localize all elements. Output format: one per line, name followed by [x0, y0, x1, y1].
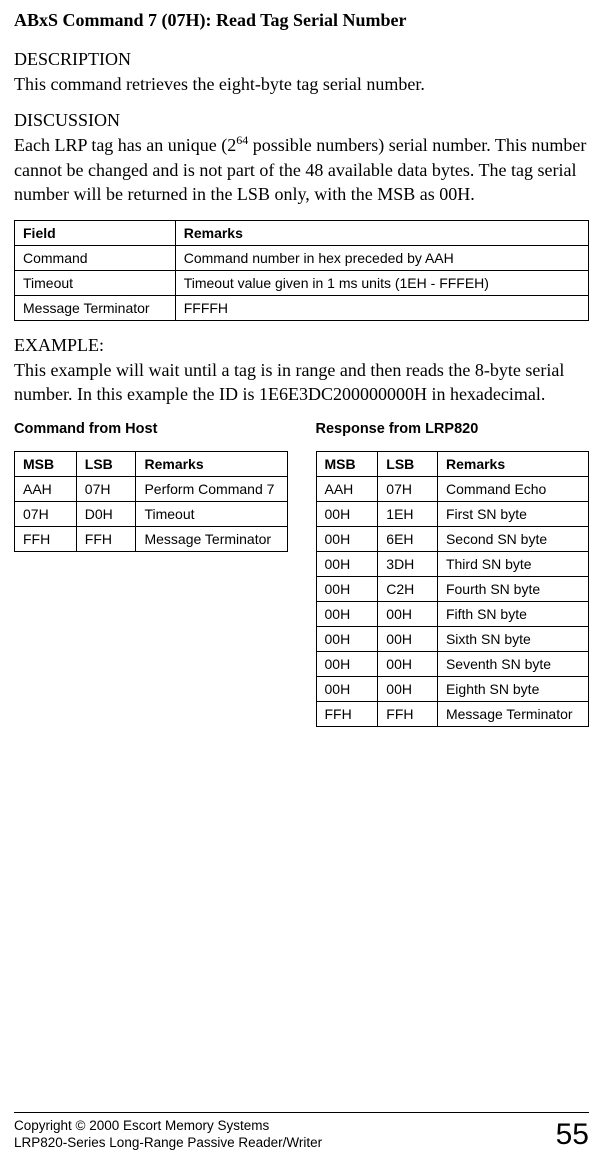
table-row: AAH 07H Perform Command 7	[15, 476, 288, 501]
field-header-remarks: Remarks	[175, 221, 588, 246]
host-table: MSB LSB Remarks AAH 07H Perform Command …	[14, 451, 288, 552]
response-table-caption: Response from LRP820	[316, 421, 590, 437]
remarks-cell: Timeout value given in 1 ms units (1EH -…	[175, 271, 588, 296]
table-row: 00H 00H Eighth SN byte	[316, 676, 589, 701]
field-header-field: Field	[15, 221, 176, 246]
remarks-cell: Command number in hex preceded by AAH	[175, 246, 588, 271]
discussion-text: Each LRP tag has an unique (264 possible…	[14, 133, 589, 206]
table-row: 00H 00H Fifth SN byte	[316, 601, 589, 626]
cell-lsb: FFH	[76, 526, 136, 551]
cell-lsb: 07H	[378, 476, 438, 501]
cell-remarks: Command Echo	[437, 476, 588, 501]
cell-msb: AAH	[316, 476, 378, 501]
cell-lsb: 00H	[378, 626, 438, 651]
discussion-heading: DISCUSSION	[14, 110, 589, 131]
cell-remarks: Seventh SN byte	[437, 651, 588, 676]
cell-msb: 07H	[15, 501, 77, 526]
table-row: 00H 00H Seventh SN byte	[316, 651, 589, 676]
host-header-msb: MSB	[15, 451, 77, 476]
page-container: ABxS Command 7 (07H): Read Tag Serial Nu…	[0, 0, 603, 1162]
table-row: FFH FFH Message Terminator	[15, 526, 288, 551]
cell-msb: 00H	[316, 551, 378, 576]
table-row: Command Command number in hex preceded b…	[15, 246, 589, 271]
table-row: Timeout Timeout value given in 1 ms unit…	[15, 271, 589, 296]
cell-remarks: Message Terminator	[437, 701, 588, 726]
footer-product: LRP820-Series Long-Range Passive Reader/…	[14, 1134, 322, 1152]
footer-copyright: Copyright © 2000 Escort Memory Systems	[14, 1117, 322, 1135]
cell-lsb: 1EH	[378, 501, 438, 526]
resp-header-msb: MSB	[316, 451, 378, 476]
cell-lsb: 3DH	[378, 551, 438, 576]
cell-msb: 00H	[316, 576, 378, 601]
cell-lsb: 00H	[378, 676, 438, 701]
cell-msb: 00H	[316, 626, 378, 651]
cell-msb: 00H	[316, 526, 378, 551]
host-table-caption: Command from Host	[14, 421, 288, 437]
footer-left: Copyright © 2000 Escort Memory Systems L…	[14, 1117, 322, 1152]
cell-msb: 00H	[316, 501, 378, 526]
cell-remarks: Timeout	[136, 501, 287, 526]
cell-remarks: Fourth SN byte	[437, 576, 588, 601]
description-text: This command retrieves the eight-byte ta…	[14, 72, 589, 96]
cell-remarks: First SN byte	[437, 501, 588, 526]
cell-lsb: 00H	[378, 651, 438, 676]
table-row: 00H 3DH Third SN byte	[316, 551, 589, 576]
resp-header-lsb: LSB	[378, 451, 438, 476]
response-table-block: Response from LRP820 MSB LSB Remarks AAH…	[316, 421, 590, 727]
cell-lsb: C2H	[378, 576, 438, 601]
cell-remarks: Perform Command 7	[136, 476, 287, 501]
field-table-header-row: Field Remarks	[15, 221, 589, 246]
cell-msb: 00H	[316, 676, 378, 701]
remarks-cell: FFFFH	[175, 296, 588, 321]
footer-page-number: 55	[556, 1118, 589, 1152]
table-row: FFH FFH Message Terminator	[316, 701, 589, 726]
cell-msb: AAH	[15, 476, 77, 501]
host-header-row: MSB LSB Remarks	[15, 451, 288, 476]
table-row: Message Terminator FFFFH	[15, 296, 589, 321]
field-table: Field Remarks Command Command number in …	[14, 220, 589, 321]
tables-row: Command from Host MSB LSB Remarks AAH 07…	[14, 421, 589, 727]
cell-lsb: 00H	[378, 601, 438, 626]
field-cell: Command	[15, 246, 176, 271]
cell-msb: 00H	[316, 601, 378, 626]
response-table: MSB LSB Remarks AAH 07H Command Echo 00H…	[316, 451, 590, 727]
cell-remarks: Message Terminator	[136, 526, 287, 551]
page-footer: Copyright © 2000 Escort Memory Systems L…	[14, 1112, 589, 1152]
cell-lsb: 07H	[76, 476, 136, 501]
cell-lsb: 6EH	[378, 526, 438, 551]
command-title: ABxS Command 7 (07H): Read Tag Serial Nu…	[14, 10, 589, 31]
resp-header-row: MSB LSB Remarks	[316, 451, 589, 476]
table-row: 00H 6EH Second SN byte	[316, 526, 589, 551]
table-row: 00H 00H Sixth SN byte	[316, 626, 589, 651]
table-row: 00H C2H Fourth SN byte	[316, 576, 589, 601]
field-cell: Timeout	[15, 271, 176, 296]
table-row: AAH 07H Command Echo	[316, 476, 589, 501]
cell-remarks: Sixth SN byte	[437, 626, 588, 651]
cell-msb: FFH	[15, 526, 77, 551]
cell-remarks: Eighth SN byte	[437, 676, 588, 701]
field-cell: Message Terminator	[15, 296, 176, 321]
host-header-lsb: LSB	[76, 451, 136, 476]
cell-remarks: Second SN byte	[437, 526, 588, 551]
host-table-block: Command from Host MSB LSB Remarks AAH 07…	[14, 421, 288, 552]
cell-lsb: FFH	[378, 701, 438, 726]
example-text: This example will wait until a tag is in…	[14, 358, 589, 407]
table-row: 07H D0H Timeout	[15, 501, 288, 526]
cell-remarks: Fifth SN byte	[437, 601, 588, 626]
description-heading: DESCRIPTION	[14, 49, 589, 70]
cell-remarks: Third SN byte	[437, 551, 588, 576]
example-heading: EXAMPLE:	[14, 335, 589, 356]
host-header-remarks: Remarks	[136, 451, 287, 476]
cell-msb: 00H	[316, 651, 378, 676]
discussion-prefix: Each LRP tag has an unique (2	[14, 135, 236, 155]
resp-header-remarks: Remarks	[437, 451, 588, 476]
cell-lsb: D0H	[76, 501, 136, 526]
cell-msb: FFH	[316, 701, 378, 726]
table-row: 00H 1EH First SN byte	[316, 501, 589, 526]
discussion-exponent: 64	[236, 133, 248, 147]
